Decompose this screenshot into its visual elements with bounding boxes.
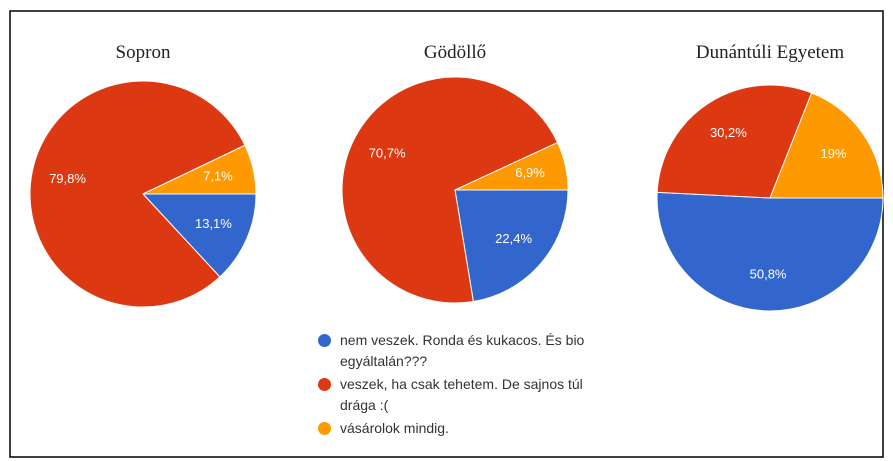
legend-item: vásárolok mindig. <box>318 418 618 439</box>
legend-swatch <box>318 334 331 347</box>
chart-title: Dunántúli Egyetem <box>696 42 844 63</box>
pie-slice <box>656 191 884 312</box>
chart-title: Gödöllő <box>424 42 486 63</box>
pie-slice <box>656 84 813 199</box>
value-label: 19% <box>821 146 847 161</box>
value-label: 79,8% <box>49 171 86 186</box>
legend: nem veszek. Ronda és kukacos. És bio egy… <box>318 330 618 441</box>
frame <box>9 10 884 458</box>
value-label: 70,7% <box>369 145 406 160</box>
legend-item: veszek, ha csak tehetem. De sajnos túl d… <box>318 374 618 416</box>
value-label: 30,2% <box>710 125 747 140</box>
value-label: 6,9% <box>515 165 545 180</box>
value-label: 7,1% <box>203 168 233 183</box>
legend-swatch <box>318 378 331 391</box>
chart-title: Sopron <box>116 42 171 63</box>
pie-slice <box>341 76 559 304</box>
pie-slice <box>141 193 257 278</box>
legend-label: vásárolok mindig. <box>340 420 449 436</box>
pie-slice <box>454 141 569 191</box>
legend-label: nem veszek. Ronda és kukacos. És bio egy… <box>340 332 585 369</box>
pie-slice <box>29 80 246 308</box>
pie-slice <box>454 189 569 303</box>
legend-swatch <box>318 422 331 435</box>
value-label: 22,4% <box>495 231 532 246</box>
pie-slice <box>769 92 884 199</box>
value-label: 50,8% <box>750 266 787 281</box>
legend-item: nem veszek. Ronda és kukacos. És bio egy… <box>318 330 618 372</box>
pie-slice <box>142 144 257 195</box>
legend-label: veszek, ha csak tehetem. De sajnos túl d… <box>340 376 583 413</box>
value-label: 13,1% <box>195 216 232 231</box>
